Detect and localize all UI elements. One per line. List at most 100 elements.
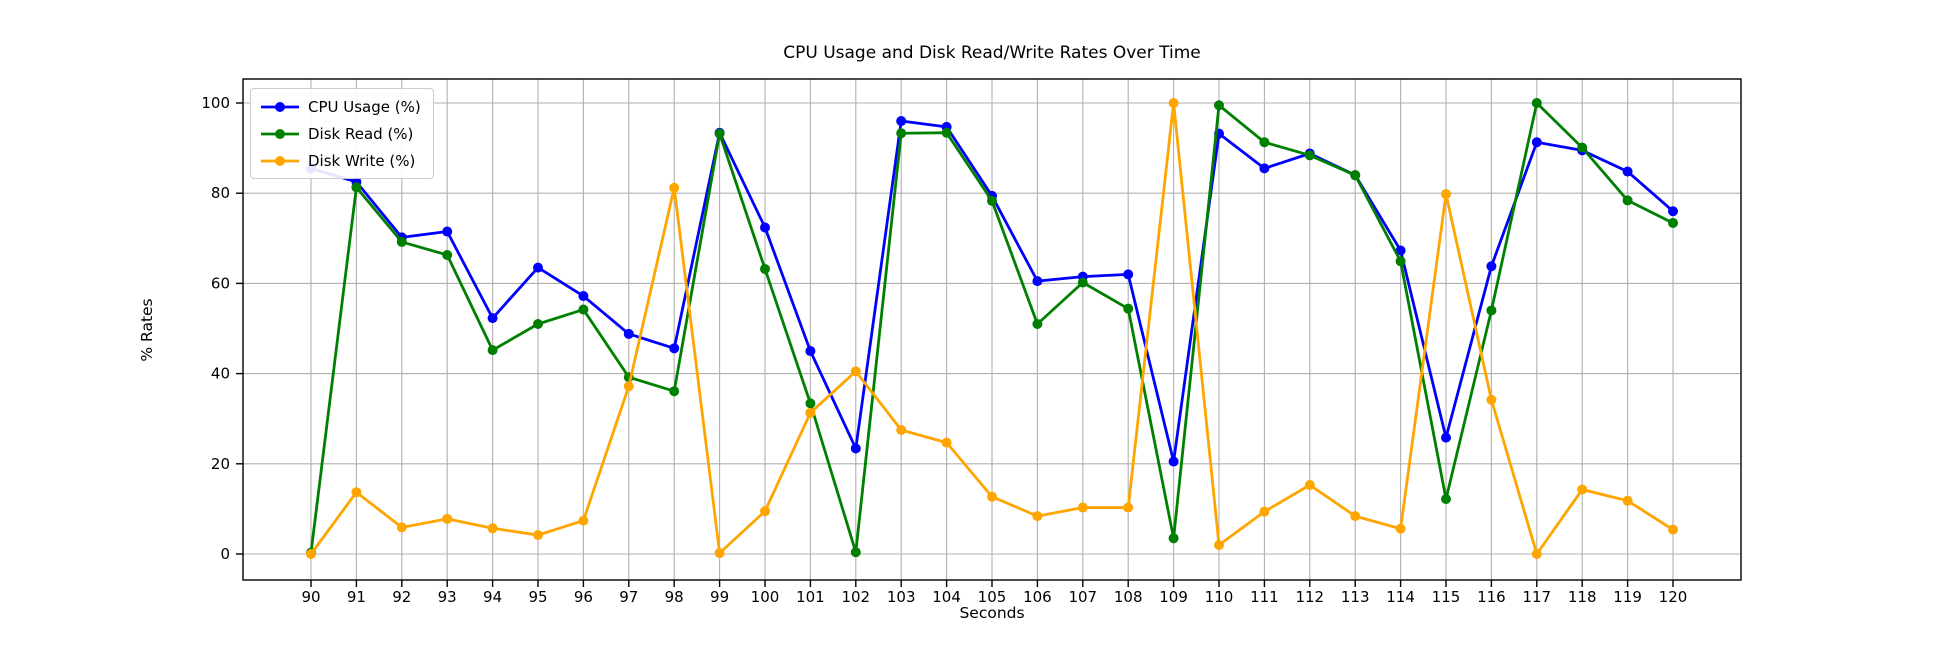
x-tick-label: 91 xyxy=(347,588,366,606)
data-point-marker xyxy=(896,424,907,435)
x-tick-label: 111 xyxy=(1250,588,1279,606)
data-point-marker xyxy=(1486,394,1497,405)
data-point-marker xyxy=(442,249,453,260)
data-point-marker xyxy=(533,262,543,273)
data-point-marker xyxy=(1395,256,1406,267)
legend-entry-cpu-usage: CPU Usage (%) xyxy=(260,96,421,117)
series-disk-write xyxy=(306,98,1678,559)
x-tick-label: 115 xyxy=(1432,588,1461,606)
x-tick-label: 109 xyxy=(1159,588,1188,606)
x-tick-label: 92 xyxy=(392,588,411,606)
data-point-marker xyxy=(1304,150,1315,161)
x-tick-label: 97 xyxy=(619,588,638,606)
y-tick-label: 0 xyxy=(220,545,230,563)
data-point-marker xyxy=(987,491,997,502)
x-tick-label: 112 xyxy=(1295,588,1324,606)
data-point-marker xyxy=(623,381,634,392)
x-tick-label: 110 xyxy=(1205,588,1234,606)
data-point-marker xyxy=(1622,495,1633,506)
data-point-marker xyxy=(1486,261,1497,272)
legend-entry-disk-write: Disk Write (%) xyxy=(260,150,421,171)
data-point-marker xyxy=(1168,98,1179,108)
data-point-marker xyxy=(1077,502,1088,513)
x-tick-label: 116 xyxy=(1477,588,1506,606)
data-point-marker xyxy=(623,328,634,339)
data-point-marker xyxy=(442,226,453,237)
y-tick-label: 100 xyxy=(201,94,230,112)
data-point-marker xyxy=(578,304,589,315)
data-point-marker xyxy=(1350,511,1361,522)
x-tick-label: 100 xyxy=(751,588,780,606)
data-point-marker xyxy=(1259,137,1270,148)
legend-label-cpu: CPU Usage (%) xyxy=(308,97,421,116)
x-tick-label: 90 xyxy=(301,588,320,606)
data-point-marker xyxy=(1622,195,1633,206)
data-point-marker xyxy=(1259,163,1270,174)
data-point-marker xyxy=(351,182,362,193)
series-disk-read xyxy=(306,98,1678,558)
data-point-marker xyxy=(1123,269,1134,280)
data-point-marker xyxy=(1577,484,1588,495)
data-point-marker xyxy=(1395,245,1406,256)
x-axis-label: Seconds xyxy=(959,604,1024,622)
data-point-marker xyxy=(760,263,770,274)
legend-label-write: Disk Write (%) xyxy=(308,151,416,170)
x-tick-label: 102 xyxy=(841,588,870,606)
data-point-marker xyxy=(1350,170,1361,181)
x-tick-label: 107 xyxy=(1068,588,1097,606)
data-point-marker xyxy=(1531,98,1542,108)
x-tick-label: 108 xyxy=(1114,588,1143,606)
data-point-marker xyxy=(1577,142,1588,153)
x-tick-label: 104 xyxy=(932,588,961,606)
data-point-marker xyxy=(941,127,952,138)
legend-line-sample-read xyxy=(261,128,299,139)
data-point-marker xyxy=(487,313,498,324)
data-point-marker xyxy=(1531,549,1542,559)
y-tick-label: 60 xyxy=(211,274,230,292)
legend-entry-disk-read: Disk Read (%) xyxy=(260,123,421,144)
data-point-marker xyxy=(1668,217,1678,228)
x-tick-label: 120 xyxy=(1659,588,1688,606)
data-point-marker xyxy=(442,513,453,524)
y-axis-label: % Rates xyxy=(138,298,156,361)
chart-title: CPU Usage and Disk Read/Write Rates Over… xyxy=(783,43,1201,63)
y-tick-label: 40 xyxy=(211,365,230,383)
x-tick-label: 99 xyxy=(710,588,729,606)
data-point-marker xyxy=(1668,206,1678,217)
data-point-marker xyxy=(760,506,770,517)
data-point-marker xyxy=(1123,303,1134,314)
legend-line-sample-cpu xyxy=(261,101,299,112)
data-point-marker xyxy=(1168,456,1179,467)
data-point-marker xyxy=(941,437,952,448)
data-point-marker xyxy=(1214,100,1224,111)
x-tick-label: 103 xyxy=(887,588,916,606)
data-point-marker xyxy=(1077,277,1088,288)
data-point-marker xyxy=(578,291,589,302)
y-tick-label: 20 xyxy=(211,455,230,473)
data-point-marker xyxy=(714,128,725,139)
data-point-marker xyxy=(1214,539,1224,550)
data-point-marker xyxy=(850,443,861,454)
y-tick-label: 80 xyxy=(211,184,230,202)
x-tick-label: 94 xyxy=(483,588,502,606)
data-series xyxy=(306,98,1678,559)
data-point-marker xyxy=(396,236,407,247)
data-point-marker xyxy=(1531,137,1542,148)
data-point-marker xyxy=(669,386,680,397)
x-tick-label: 93 xyxy=(438,588,457,606)
grid-lines xyxy=(243,79,1741,580)
data-point-marker xyxy=(1304,479,1315,490)
data-point-marker xyxy=(987,195,997,206)
data-point-marker xyxy=(396,522,407,533)
chart-legend: CPU Usage (%) Disk Read (%) Disk Write (… xyxy=(250,88,434,179)
x-tick-label: 106 xyxy=(1023,588,1052,606)
x-tick-label: 96 xyxy=(574,588,593,606)
data-point-marker xyxy=(714,548,725,559)
legend-label-read: Disk Read (%) xyxy=(308,124,414,143)
data-point-marker xyxy=(1622,166,1633,177)
data-point-marker xyxy=(1441,189,1451,200)
data-point-marker xyxy=(896,128,907,139)
x-tick-label: 119 xyxy=(1613,588,1642,606)
data-point-marker xyxy=(896,116,907,127)
data-point-marker xyxy=(306,549,316,559)
